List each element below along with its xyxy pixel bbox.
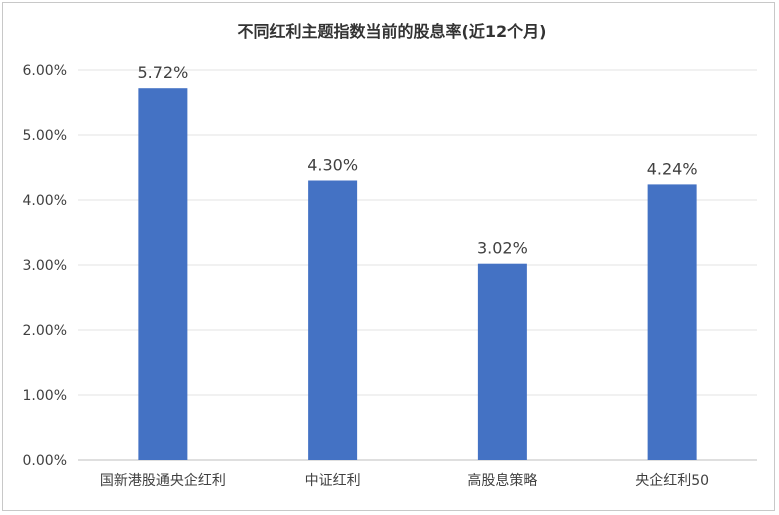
bar <box>138 88 188 460</box>
y-tick-label: 6.00% <box>23 63 67 79</box>
bar <box>647 184 697 460</box>
bar-value-label: 4.30% <box>307 156 358 175</box>
y-tick-label: 0.00% <box>23 453 67 469</box>
gridlines <box>78 69 757 461</box>
x-axis-labels: 国新港股通央企红利 中证红利 高股息策略 央企红利50 <box>100 472 709 489</box>
x-tick-label: 高股息策略 <box>467 472 537 489</box>
x-tick-label: 央企红利50 <box>635 472 709 489</box>
x-tick-label: 国新港股通央企红利 <box>100 472 226 489</box>
bar <box>477 263 527 460</box>
y-tick-label: 4.00% <box>23 193 67 209</box>
bar-value-label: 5.72% <box>137 63 188 82</box>
y-axis-labels: 0.00% 1.00% 2.00% 3.00% 4.00% 5.00% 6.00% <box>23 63 67 469</box>
y-tick-label: 5.00% <box>23 128 67 144</box>
chart-title: 不同红利主题指数当前的股息率(近12个月) <box>238 22 547 41</box>
y-tick-label: 2.00% <box>23 323 67 339</box>
bar-value-label: 3.02% <box>477 239 528 258</box>
y-tick-label: 3.00% <box>23 258 67 274</box>
bar-value-label: 4.24% <box>647 159 698 178</box>
y-tick-label: 1.00% <box>23 388 67 404</box>
bars <box>138 88 697 460</box>
x-tick-label: 中证红利 <box>305 473 361 489</box>
data-labels: 5.72% 4.30% 3.02% 4.24% <box>137 63 697 258</box>
bar <box>308 180 358 460</box>
